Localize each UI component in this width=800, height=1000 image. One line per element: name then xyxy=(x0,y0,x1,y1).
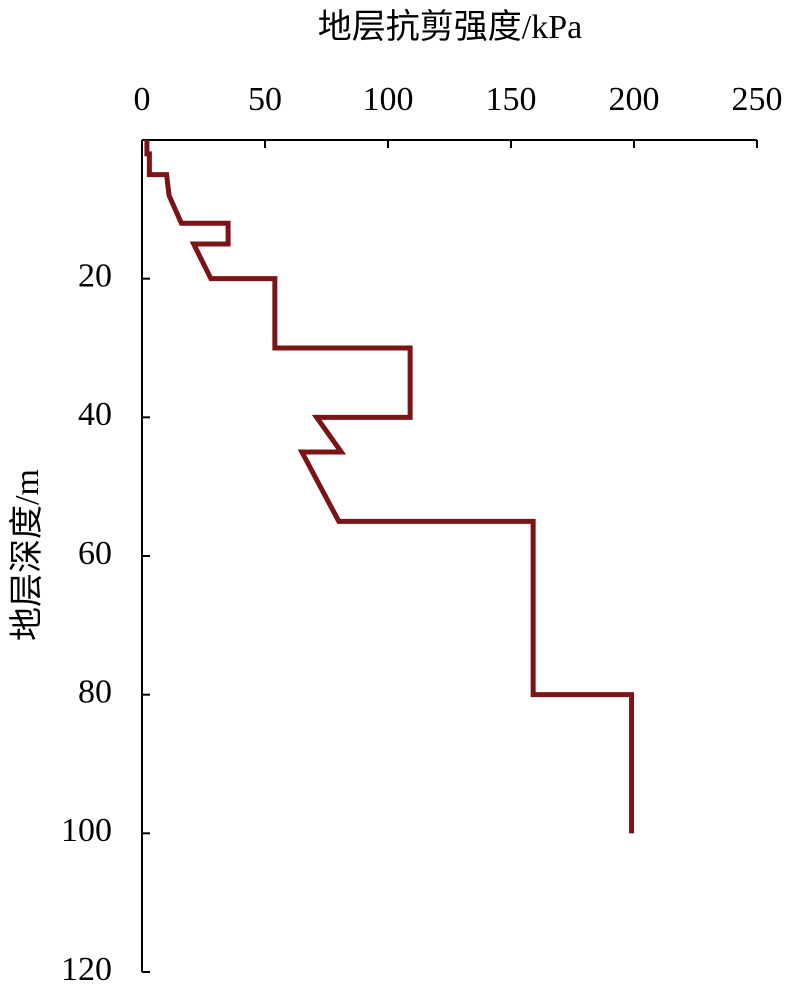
x-tick-label: 50 xyxy=(248,81,282,118)
y-tick-label: 80 xyxy=(78,673,112,710)
y-tick-label: 20 xyxy=(78,257,112,294)
x-tick-label: 200 xyxy=(609,81,660,118)
x-tick-label: 100 xyxy=(363,81,414,118)
y-tick-label: 60 xyxy=(78,535,112,572)
y-tick-label: 40 xyxy=(78,396,112,433)
y-axis-title: 地层深度/m xyxy=(8,469,46,641)
x-tick-label: 0 xyxy=(134,81,151,118)
y-tick-label: 120 xyxy=(61,951,112,988)
x-tick-label: 150 xyxy=(486,81,537,118)
data-line xyxy=(144,140,635,834)
x-tick-label: 250 xyxy=(732,81,783,118)
x-axis-title: 地层抗剪强度/kPa xyxy=(318,8,582,46)
y-tick-label: 100 xyxy=(61,812,112,849)
